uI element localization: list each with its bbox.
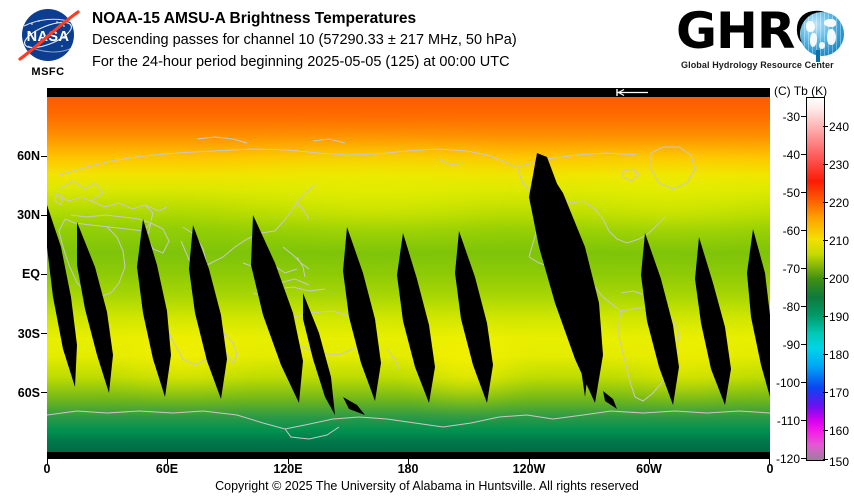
page-header: NASA MSFC NOAA-15 AMSU-A Brightness Temp… [0, 0, 854, 86]
cbar-k-label-3: 210 [829, 234, 850, 248]
cbar-c-label-9: -120 [775, 452, 800, 466]
y-tick-label-eq: EQ [21, 267, 40, 281]
y-tick-label-30s: 30S [17, 327, 40, 341]
cbar-k-label-7: 170 [829, 386, 850, 400]
colorbar [806, 97, 825, 461]
cbar-c-label-0: -30 [782, 110, 800, 124]
colorbar-header: (C) Tb (K) [774, 84, 828, 98]
nasa-center-label: MSFC [31, 66, 65, 78]
ghrc-subtitle: Global Hydrology Resource Center [681, 60, 834, 70]
cbar-k-label-5: 190 [829, 310, 850, 324]
cbar-k-label-9: 150 [829, 455, 850, 469]
y-tick-label-60n: 60N [17, 149, 40, 163]
nasa-meatball-icon: NASA [18, 9, 80, 61]
copyright-notice: Copyright © 2025 The University of Alaba… [215, 479, 639, 493]
x-tick-label-360: 0 [766, 462, 774, 476]
title-block: NOAA-15 AMSU-A Brightness Temperatures D… [92, 8, 672, 73]
warm-anomaly-south-atlantic [607, 333, 757, 397]
cbar-k-label-4: 200 [829, 272, 850, 286]
brightness-temperature-raster [47, 97, 770, 452]
cbar-c-label-8: -110 [776, 414, 800, 428]
globe-icon [800, 12, 844, 56]
cbar-k-label-6: 180 [829, 348, 850, 362]
cbar-c-label-5: -80 [782, 300, 800, 314]
cbar-c-label-2: -50 [782, 186, 800, 200]
cbar-k-label-1: 230 [829, 158, 850, 172]
cbar-c-label-1: -40 [782, 148, 800, 162]
warm-band-north-2 [477, 157, 770, 237]
page-title: NOAA-15 AMSU-A Brightness Temperatures [92, 10, 417, 27]
orbit-start-marker-icon [616, 88, 648, 97]
cbar-c-label-6: -90 [782, 338, 800, 352]
cbar-c-label-4: -70 [782, 262, 800, 276]
globe-stand [816, 50, 820, 62]
x-tick-label-180: 180 [397, 462, 419, 476]
subtitle-channel: Descending passes for channel 10 (57290.… [92, 32, 517, 48]
y-tick-label-60s: 60S [17, 386, 40, 400]
cbar-c-label-7: -100 [775, 376, 800, 390]
map-plot-area [47, 88, 770, 459]
ghrc-logo: GHRC Global Hydrology Resource Center [676, 4, 848, 78]
nasa-logo: NASA MSFC [12, 6, 84, 78]
x-tick-label-0: 0 [43, 462, 51, 476]
x-tick-label-60e: 60E [155, 462, 179, 476]
y-tick-label-30n: 30N [17, 208, 40, 222]
x-tick-label-120w: 120W [512, 462, 546, 476]
cbar-k-label-2: 220 [829, 196, 850, 210]
x-tick-label-120e: 120E [273, 462, 303, 476]
orbital-data-gaps [47, 153, 770, 415]
x-tick-label-60w: 60W [636, 462, 662, 476]
cbar-c-label-3: -60 [782, 224, 800, 238]
cbar-k-label-8: 160 [829, 424, 850, 438]
cbar-k-label-0: 240 [829, 120, 850, 134]
subtitle-period: For the 24-hour period beginning 2025-05… [92, 54, 510, 70]
